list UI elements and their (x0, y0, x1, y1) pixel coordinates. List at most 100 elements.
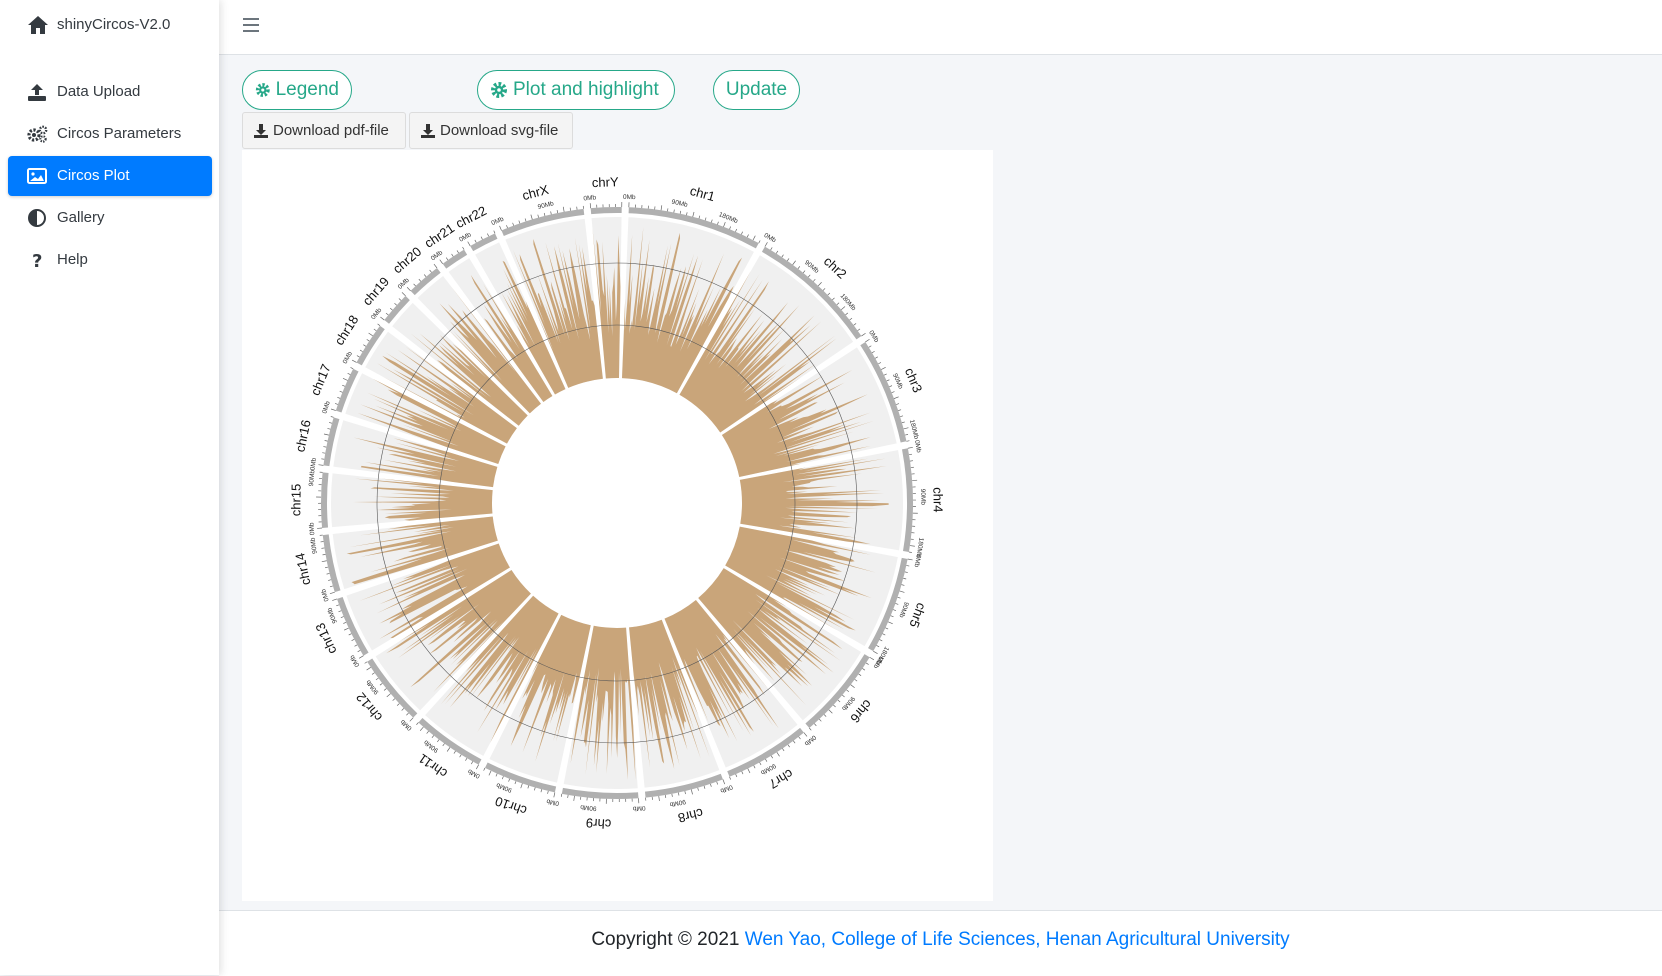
axis-tick (410, 718, 413, 722)
axis-tick (340, 391, 343, 392)
axis-tick (525, 218, 526, 221)
axis-tick (730, 226, 731, 229)
axis-tick (357, 356, 360, 357)
axis-tick (447, 747, 450, 751)
chromosome-label: chr21 (422, 220, 457, 250)
axis-tick (506, 225, 507, 228)
axis-tick (906, 565, 909, 566)
axis-tick (895, 603, 898, 604)
axis-tick (888, 622, 893, 624)
home-icon (27, 15, 49, 35)
axis-tick (355, 645, 358, 646)
axis-tick (858, 329, 860, 331)
axis-tick (903, 578, 906, 579)
axis-tick (788, 745, 790, 747)
tick-label: 90Mb (803, 259, 820, 275)
axis-tick (875, 357, 878, 358)
axis-tick (908, 559, 913, 560)
plot-highlight-button[interactable]: Plot and highlight (477, 70, 675, 110)
axis-tick (798, 266, 800, 268)
axis-tick (866, 663, 869, 665)
axis-tick (336, 605, 339, 606)
download-svg-button[interactable]: Download svg-file (409, 112, 573, 149)
axis-tick (369, 333, 373, 336)
menu-toggle-icon[interactable] (243, 18, 259, 32)
download-pdf-button[interactable]: Download pdf-file (242, 112, 406, 149)
axis-tick (367, 339, 370, 341)
axis-tick (814, 724, 816, 726)
tick-label: 0Mb (632, 804, 646, 812)
axis-tick (534, 787, 535, 790)
brand-link[interactable]: shinyCircos-V2.0 (0, 0, 219, 54)
axis-tick (742, 771, 743, 774)
gears-icon (26, 124, 48, 144)
author-link[interactable]: Wen Yao, College of Life Sciences, Henan… (745, 929, 1290, 950)
axis-tick (551, 211, 552, 214)
axis-tick (771, 756, 773, 759)
axis-tick (519, 221, 520, 224)
legend-button[interactable]: Legend (242, 70, 352, 110)
axis-tick (881, 367, 885, 369)
axis-tick (402, 708, 404, 710)
axis-tick (837, 303, 839, 305)
update-button[interactable]: Update (713, 70, 800, 110)
axis-tick (674, 210, 675, 213)
tick-label: 0Mb (430, 249, 445, 262)
legend-button-label: Legend (276, 79, 339, 101)
axis-tick (544, 213, 545, 216)
axis-tick (717, 782, 718, 785)
axis-tick (378, 324, 380, 326)
axis-tick (809, 728, 811, 730)
axis-tick (330, 592, 335, 594)
axis-tick (873, 651, 877, 654)
axis-tick (331, 409, 336, 411)
axis-tick (443, 744, 445, 746)
axis-tick (898, 597, 901, 598)
axis-tick (554, 792, 555, 797)
axis-tick (352, 360, 356, 362)
axis-tick (395, 303, 397, 305)
update-button-label: Update (726, 79, 787, 101)
axis-tick (328, 580, 331, 581)
axis-tick (793, 741, 795, 743)
tick-label: 0Mb (763, 232, 778, 245)
chromosome-label: chr9 (586, 815, 612, 831)
axis-tick (335, 403, 338, 404)
axis-tick (360, 350, 363, 352)
axis-tick (908, 447, 913, 448)
axis-tick (402, 292, 406, 295)
axis-tick (386, 313, 388, 315)
axis-tick (906, 441, 909, 442)
axis-tick (787, 258, 789, 260)
sidebar-item-help[interactable]: ? Help (8, 240, 212, 280)
axis-tick (819, 719, 821, 721)
axis-tick (541, 789, 542, 792)
axis-tick (460, 755, 462, 758)
axis-tick (372, 673, 374, 675)
axis-tick (902, 422, 905, 423)
sidebar-item-gallery[interactable]: Gallery (8, 198, 212, 238)
download-svg-label: Download svg-file (440, 122, 558, 139)
axis-tick (902, 585, 905, 586)
axis-tick (363, 345, 366, 347)
axis-tick (481, 237, 482, 240)
adjust-icon (26, 208, 48, 228)
chromosome-label: chr1 (688, 183, 716, 204)
axis-tick (365, 662, 368, 664)
axis-tick (910, 546, 915, 547)
axis-tick (685, 791, 686, 794)
tick-label: 0Mb (349, 653, 362, 668)
axis-tick (747, 234, 748, 237)
sidebar-item-circos-plot[interactable]: Circos Plot (8, 156, 212, 196)
axis-tick (468, 242, 470, 246)
axis-tick (905, 572, 908, 573)
copyright-line: Copyright © 2021 Wen Yao, College of Lif… (219, 929, 1662, 951)
sidebar-item-data-upload[interactable]: Data Upload (8, 72, 212, 112)
axis-tick (898, 410, 901, 411)
gear-icon (255, 81, 271, 99)
chromosome-label: chr13 (312, 621, 339, 657)
axis-tick (691, 790, 692, 795)
sidebar-item-circos-parameters[interactable]: Circos Parameters (8, 114, 212, 154)
axis-tick (904, 428, 909, 429)
